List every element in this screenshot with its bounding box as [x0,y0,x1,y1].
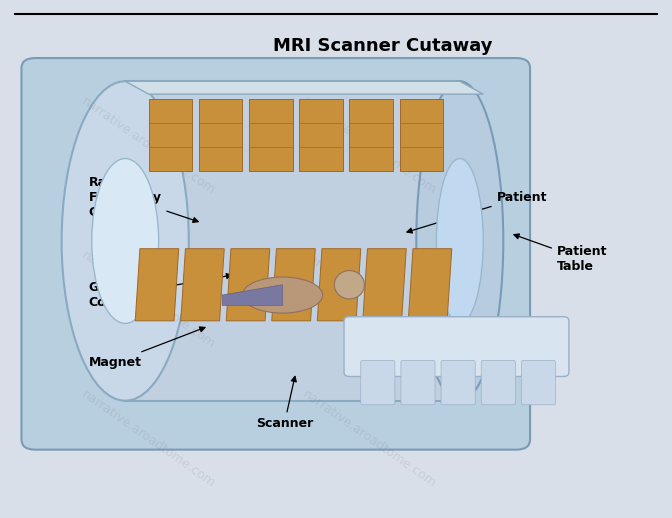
FancyBboxPatch shape [125,81,460,401]
Ellipse shape [436,159,483,323]
FancyBboxPatch shape [400,99,443,171]
Polygon shape [271,249,315,321]
Text: Radio
Frequency
Coil: Radio Frequency Coil [89,176,198,222]
Ellipse shape [335,270,364,299]
Polygon shape [222,285,282,306]
FancyBboxPatch shape [349,99,393,171]
Text: Patient: Patient [407,191,547,233]
Ellipse shape [243,277,323,313]
Text: MRI Scanner Cutaway: MRI Scanner Cutaway [273,37,493,55]
FancyBboxPatch shape [344,316,569,377]
Polygon shape [125,81,483,94]
Polygon shape [135,249,179,321]
Ellipse shape [417,81,503,401]
FancyBboxPatch shape [249,99,292,171]
Ellipse shape [92,159,159,323]
Text: Patient
Table: Patient Table [514,234,607,273]
FancyBboxPatch shape [199,99,243,171]
FancyBboxPatch shape [299,99,343,171]
FancyBboxPatch shape [361,361,395,405]
Text: Scanner: Scanner [255,377,313,430]
Text: Gradient
Coils: Gradient Coils [89,274,231,309]
Polygon shape [409,249,452,321]
Text: narrative.aroadtome.com: narrative.aroadtome.com [300,94,439,197]
Text: narrative.aroadtome.com: narrative.aroadtome.com [79,388,218,491]
Polygon shape [317,249,361,321]
Text: narrative.aroadtome.com: narrative.aroadtome.com [300,388,439,491]
Text: narrative.aroadtome.com: narrative.aroadtome.com [79,249,218,351]
FancyBboxPatch shape [149,99,192,171]
FancyBboxPatch shape [22,58,530,450]
Polygon shape [363,249,407,321]
Polygon shape [226,249,269,321]
Text: Magnet: Magnet [89,327,205,368]
Ellipse shape [62,81,189,401]
FancyBboxPatch shape [481,361,515,405]
Polygon shape [181,249,224,321]
Text: narrative.aroadtome.com: narrative.aroadtome.com [79,94,218,197]
Text: narrative.aroadtome.com: narrative.aroadtome.com [300,249,439,351]
FancyBboxPatch shape [401,361,435,405]
FancyBboxPatch shape [441,361,475,405]
FancyBboxPatch shape [521,361,556,405]
